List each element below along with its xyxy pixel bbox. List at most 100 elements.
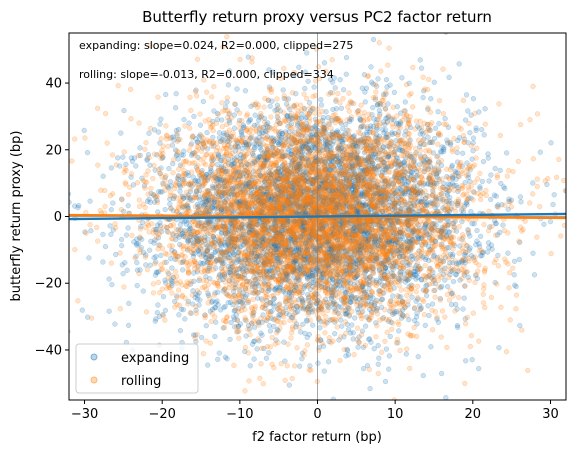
point-expanding (547, 218, 554, 225)
point-expanding (436, 159, 442, 165)
point-expanding (267, 103, 273, 109)
point-expanding (376, 107, 383, 114)
point-expanding (505, 250, 511, 256)
point-expanding (463, 358, 469, 364)
point-expanding (187, 196, 193, 202)
point-expanding (379, 223, 385, 229)
point-expanding (390, 293, 396, 299)
point-expanding (119, 243, 125, 249)
point-expanding (195, 177, 201, 184)
point-expanding (311, 84, 317, 90)
point-expanding (479, 126, 485, 133)
point-expanding (248, 228, 254, 234)
point-expanding (296, 363, 303, 369)
point-expanding (351, 173, 357, 180)
point-expanding (232, 184, 238, 190)
point-expanding (454, 149, 460, 156)
point-expanding (431, 135, 438, 142)
point-expanding (118, 130, 124, 136)
point-expanding (323, 205, 329, 212)
point-expanding (293, 221, 300, 227)
point-expanding (225, 241, 231, 247)
point-expanding (177, 162, 184, 168)
point-expanding (442, 115, 448, 122)
point-expanding (286, 382, 292, 388)
point-expanding (181, 116, 187, 123)
point-expanding (286, 278, 292, 284)
point-expanding (438, 370, 445, 377)
point-expanding (365, 231, 371, 237)
point-expanding (460, 150, 466, 156)
point-expanding (262, 279, 268, 285)
point-expanding (325, 359, 332, 365)
point-expanding (500, 222, 506, 228)
point-expanding (340, 273, 346, 280)
point-expanding (219, 230, 225, 237)
point-expanding (310, 256, 316, 263)
point-expanding (370, 36, 377, 43)
point-expanding (436, 121, 442, 127)
point-expanding (122, 260, 128, 266)
point-expanding (204, 129, 210, 136)
point-expanding (147, 262, 153, 268)
point-expanding (380, 197, 386, 204)
point-expanding (173, 236, 179, 243)
point-expanding (330, 232, 336, 238)
point-expanding (397, 230, 403, 236)
point-expanding (210, 134, 216, 141)
point-expanding (181, 148, 187, 154)
point-expanding (417, 131, 423, 137)
point-expanding (106, 276, 112, 282)
point-expanding (264, 317, 270, 324)
point-expanding (298, 166, 304, 172)
point-expanding (362, 157, 369, 163)
point-expanding (179, 267, 186, 273)
point-expanding (365, 208, 372, 214)
point-expanding (384, 84, 390, 90)
point-expanding (371, 239, 378, 245)
point-expanding (134, 282, 140, 289)
point-expanding (362, 89, 368, 95)
point-expanding (266, 268, 272, 274)
point-expanding (467, 130, 473, 136)
point-expanding (287, 288, 294, 294)
point-expanding (368, 148, 375, 154)
point-expanding (337, 77, 343, 83)
point-expanding (260, 249, 266, 256)
point-expanding (338, 304, 344, 310)
point-expanding (328, 247, 335, 254)
point-expanding (511, 258, 518, 264)
point-expanding (386, 366, 392, 372)
point-expanding (404, 220, 410, 226)
point-expanding (219, 117, 225, 123)
point-expanding (295, 161, 301, 168)
point-expanding (354, 253, 360, 259)
point-expanding (199, 334, 205, 341)
point-expanding (177, 327, 184, 334)
point-expanding (266, 350, 272, 356)
point-expanding (365, 238, 371, 244)
point-expanding (158, 252, 164, 259)
point-expanding (331, 299, 337, 305)
point-expanding (244, 201, 250, 207)
point-expanding (120, 271, 126, 277)
point-expanding (253, 254, 260, 260)
point-expanding (158, 116, 164, 122)
point-expanding (222, 235, 229, 242)
point-expanding (396, 328, 402, 334)
point-expanding (249, 341, 256, 347)
point-expanding (300, 232, 306, 238)
point-expanding (302, 330, 308, 337)
point-expanding (171, 193, 178, 199)
point-expanding (254, 230, 260, 236)
point-expanding (283, 188, 289, 194)
point-expanding (69, 191, 72, 197)
point-expanding (381, 130, 387, 136)
point-expanding (231, 308, 237, 314)
point-expanding (402, 99, 408, 105)
point-expanding (358, 137, 364, 143)
point-expanding (446, 201, 452, 207)
point-expanding (441, 148, 447, 155)
point-expanding (179, 231, 185, 237)
point-expanding (107, 223, 113, 229)
